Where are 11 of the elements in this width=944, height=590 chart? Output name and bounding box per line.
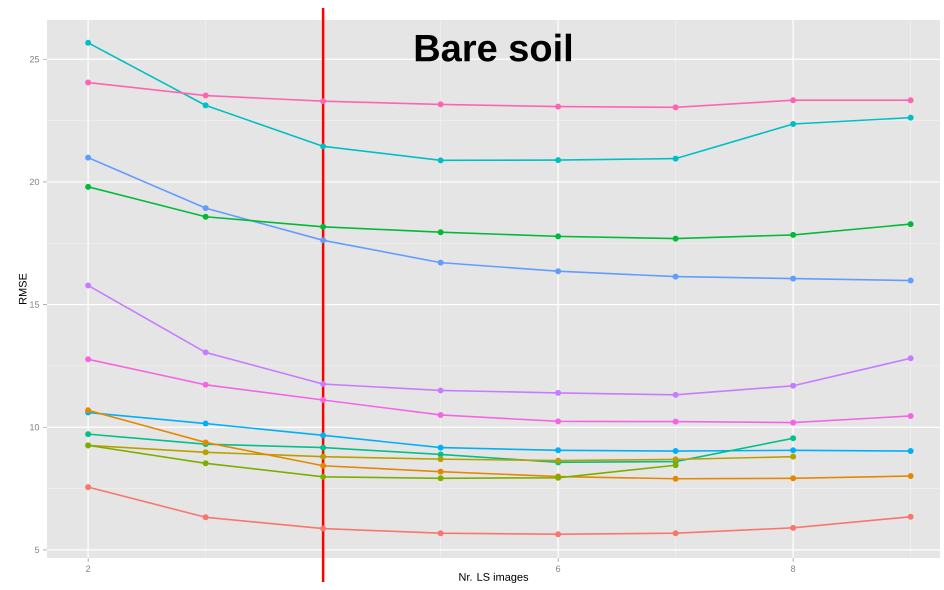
y-tick-label: 10: [30, 424, 40, 430]
y-tick-label: 25: [30, 56, 40, 62]
x-tick-label: 8: [791, 566, 796, 572]
x-tick-label: 6: [556, 566, 560, 572]
chart-title: Bare soil: [416, 34, 572, 62]
x-tick-label: 2: [86, 566, 90, 572]
y-tick-label: 5: [34, 546, 40, 554]
y-axis-title: RMSE: [18, 274, 27, 304]
y-tick-label: 15: [30, 301, 40, 308]
y-tick-label: 20: [30, 178, 40, 186]
x-axis-title: Nr. LS images: [459, 572, 528, 584]
